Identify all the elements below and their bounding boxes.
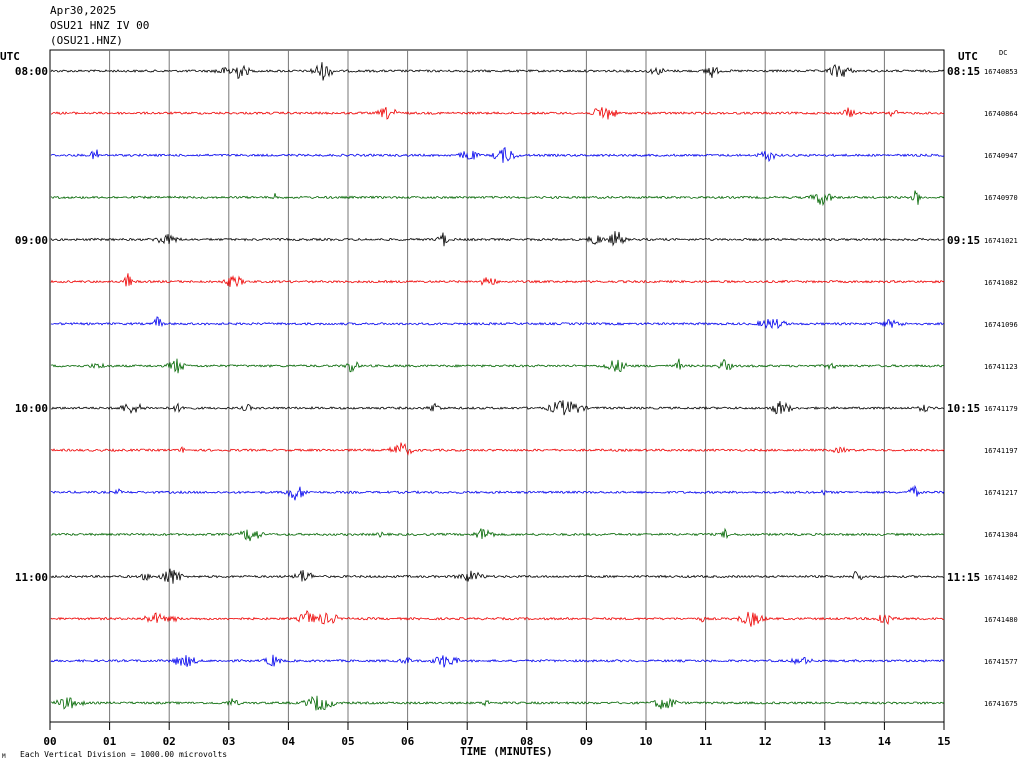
row-end-time: 10:15 <box>947 402 981 416</box>
seismic-trace <box>50 107 945 120</box>
row-count-label: 16740947 <box>984 152 1018 161</box>
row-count-label: 16741082 <box>984 278 1018 287</box>
row-count-label: 16741217 <box>984 489 1018 498</box>
row-end-time: 09:15 <box>947 233 981 247</box>
seismic-trace <box>50 273 945 288</box>
row-count-label: 16741402 <box>984 573 1018 582</box>
x-tick-label: 15 <box>937 735 951 748</box>
dc-label: DC <box>999 49 1008 57</box>
row-count-label: 16741304 <box>984 531 1018 540</box>
footer-mark: M <box>2 753 6 760</box>
scale-footer: Each Vertical Division = 1000.00 microvo… <box>20 750 228 759</box>
x-tick-label: 03 <box>222 735 236 748</box>
seismic-trace <box>50 568 945 584</box>
x-tick-label: 02 <box>162 735 176 748</box>
x-tick-label: 08 <box>520 735 534 748</box>
x-tick-label: 10 <box>639 735 653 748</box>
x-tick-label: 14 <box>877 735 892 748</box>
right-timezone-label: UTC <box>958 50 978 63</box>
row-start-time: 11:00 <box>14 570 48 584</box>
seismic-trace <box>50 147 945 163</box>
x-axis-label: TIME (MINUTES) <box>460 745 553 758</box>
seismic-trace <box>50 442 945 456</box>
row-count-label: 16741123 <box>984 362 1018 371</box>
x-tick-label: 04 <box>281 735 296 748</box>
x-tick-label: 12 <box>758 735 772 748</box>
row-count-label: 16741096 <box>984 320 1018 329</box>
x-tick-label: 13 <box>818 735 832 748</box>
seismic-trace <box>50 609 945 627</box>
row-count-label: 16741197 <box>984 447 1018 456</box>
row-end-time: 08:15 <box>947 65 981 78</box>
row-count-label: 16740853 <box>984 68 1018 76</box>
row-count-label: 16741675 <box>984 699 1018 708</box>
seismic-trace <box>50 190 945 207</box>
channel-label: (OSU21.HNZ) <box>50 34 123 47</box>
x-tick-label: 05 <box>341 735 355 748</box>
row-start-time: 09:00 <box>14 233 48 247</box>
row-count-label: 16741480 <box>984 615 1018 624</box>
row-count-label: 16740864 <box>984 110 1018 119</box>
x-tick-label: 11 <box>698 735 713 748</box>
row-count-label: 16740970 <box>984 194 1018 203</box>
x-tick-label: 06 <box>400 735 415 748</box>
plot-frame <box>49 49 945 723</box>
seismic-trace <box>50 400 945 416</box>
row-start-time: 08:00 <box>14 65 48 78</box>
date-label: Apr30,2025 <box>50 4 117 17</box>
seismic-trace <box>50 654 945 668</box>
seismic-trace <box>50 62 945 81</box>
row-start-time: 10:00 <box>14 402 48 416</box>
x-tick-label: 07 <box>460 735 474 748</box>
seismic-trace <box>50 231 945 247</box>
x-tick-label: 01 <box>102 735 117 748</box>
row-count-label: 16741021 <box>984 236 1018 245</box>
x-tick-label: 09 <box>579 735 594 748</box>
left-timezone-label: UTC <box>0 50 20 63</box>
seismic-trace <box>50 316 945 330</box>
x-tick-label: 00 <box>43 735 57 748</box>
seismic-trace <box>50 527 945 542</box>
row-end-time: 11:15 <box>947 570 981 584</box>
row-count-label: 16741179 <box>984 405 1018 414</box>
row-count-label: 16741577 <box>984 657 1018 666</box>
seismic-trace <box>50 484 945 501</box>
seismic-trace <box>50 695 945 711</box>
seismic-trace <box>50 358 944 374</box>
station-label: OSU21 HNZ IV 00 <box>50 19 150 32</box>
